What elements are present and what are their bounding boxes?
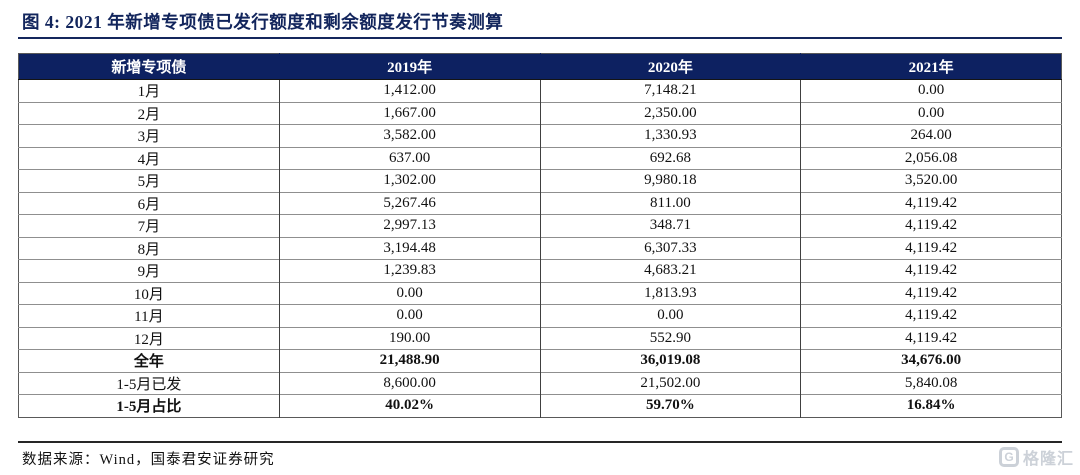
row-label: 10月 <box>18 281 280 305</box>
table-row: 1-5月已发 8,600.00 21,502.00 5,840.08 <box>18 371 1062 395</box>
table-cell: 7,148.21 <box>539 79 801 102</box>
column-header-category: 新增专项债 <box>18 53 280 80</box>
table-cell: 4,119.42 <box>800 326 1062 350</box>
row-label: 2月 <box>18 101 280 125</box>
footer-divider <box>18 441 1062 443</box>
table-cell: 3,520.00 <box>800 169 1062 192</box>
table-cell: 4,119.42 <box>800 304 1062 327</box>
table-cell: 40.02% <box>278 394 540 417</box>
table-cell: 34,676.00 <box>800 349 1062 372</box>
table-row: 全年 21,488.90 36,019.08 34,676.00 <box>18 349 1062 372</box>
table-cell: 21,502.00 <box>539 371 801 395</box>
table-cell: 1,330.93 <box>539 124 801 147</box>
table-cell: 1,239.83 <box>278 259 540 282</box>
title-divider <box>18 37 1062 39</box>
row-label: 9月 <box>18 259 280 282</box>
table-header: 新增专项债 2019年 2020年 2021年 <box>18 53 1062 80</box>
table-cell: 2,997.13 <box>278 214 540 237</box>
row-label: 8月 <box>18 236 280 260</box>
table-row: 5月 1,302.00 9,980.18 3,520.00 <box>18 169 1062 192</box>
table-row: 8月 3,194.48 6,307.33 4,119.42 <box>18 236 1062 260</box>
table-cell: 1,302.00 <box>278 169 540 192</box>
gelonghui-logo-icon: G <box>998 447 1019 467</box>
table-cell: 4,119.42 <box>800 214 1062 237</box>
table-cell: 0.00 <box>800 79 1062 102</box>
row-label: 全年 <box>18 349 280 372</box>
table-cell: 21,488.90 <box>278 349 540 372</box>
row-label: 12月 <box>18 326 280 350</box>
row-label: 1-5月占比 <box>18 394 280 417</box>
column-header-2019: 2019年 <box>278 53 540 80</box>
table-cell: 3,194.48 <box>278 236 540 260</box>
table-cell: 0.00 <box>539 304 801 327</box>
table-cell: 2,350.00 <box>539 101 801 125</box>
table-cell: 1,813.93 <box>539 281 801 305</box>
table-row: 1-5月占比 40.02% 59.70% 16.84% <box>18 394 1062 417</box>
table-cell: 0.00 <box>278 281 540 305</box>
table-row: 2月 1,667.00 2,350.00 0.00 <box>18 101 1062 125</box>
header-row: 新增专项债 2019年 2020年 2021年 <box>18 53 1062 80</box>
table-cell: 811.00 <box>539 191 801 215</box>
row-label: 5月 <box>18 169 280 192</box>
table-row: 3月 3,582.00 1,330.93 264.00 <box>18 124 1062 147</box>
table-cell: 4,119.42 <box>800 259 1062 282</box>
row-label: 6月 <box>18 191 280 215</box>
row-label: 7月 <box>18 214 280 237</box>
row-label: 4月 <box>18 146 280 170</box>
table-cell: 9,980.18 <box>539 169 801 192</box>
table-cell: 5,840.08 <box>800 371 1062 395</box>
table-cell: 4,119.42 <box>800 191 1062 215</box>
table-cell: 348.71 <box>539 214 801 237</box>
table-row: 1月 1,412.00 7,148.21 0.00 <box>18 79 1062 102</box>
table-cell: 692.68 <box>539 146 801 170</box>
table-body: 1月 1,412.00 7,148.21 0.00 2月 1,667.00 2,350.00… <box>18 79 1062 417</box>
table-cell: 5,267.46 <box>278 191 540 215</box>
table-cell: 4,683.21 <box>539 259 801 282</box>
row-label: 11月 <box>18 304 280 327</box>
table-cell: 2,056.08 <box>800 146 1062 170</box>
table-row: 6月 5,267.46 811.00 4,119.42 <box>18 191 1062 215</box>
table-cell: 8,600.00 <box>278 371 540 395</box>
column-header-2021: 2021年 <box>800 53 1062 80</box>
row-label: 1-5月已发 <box>18 371 280 395</box>
table-cell: 637.00 <box>278 146 540 170</box>
gelonghui-logo-text: 格隆汇 <box>1022 451 1074 468</box>
table-cell: 4,119.42 <box>800 281 1062 305</box>
table-cell: 59.70% <box>539 394 801 417</box>
table-cell: 190.00 <box>278 326 540 350</box>
table-cell: 6,307.33 <box>539 236 801 260</box>
gelonghui-watermark: G 格隆汇 <box>998 445 1074 469</box>
row-label: 3月 <box>18 124 280 147</box>
row-label: 1月 <box>18 79 280 102</box>
table-cell: 1,412.00 <box>278 79 540 102</box>
bond-table: 新增专项债 2019年 2020年 2021年 1月 1,412.00 7,148.… <box>18 53 1062 418</box>
table-cell: 36,019.08 <box>539 349 801 372</box>
table-row: 12月 190.00 552.90 4,119.42 <box>18 326 1062 350</box>
data-source-note: 数据来源：Wind，国泰君安证券研究 <box>22 452 275 468</box>
table-cell: 16.84% <box>800 394 1062 417</box>
table-cell: 1,667.00 <box>278 101 540 125</box>
table-cell: 552.90 <box>539 326 801 350</box>
table-cell: 0.00 <box>278 304 540 327</box>
table-cell: 3,582.00 <box>278 124 540 147</box>
table-row: 10月 0.00 1,813.93 4,119.42 <box>18 281 1062 305</box>
table-row: 4月 637.00 692.68 2,056.08 <box>18 146 1062 170</box>
table-row: 9月 1,239.83 4,683.21 4,119.42 <box>18 259 1062 282</box>
table-row: 11月 0.00 0.00 4,119.42 <box>18 304 1062 327</box>
column-header-2020: 2020年 <box>539 53 801 80</box>
table-cell: 0.00 <box>800 101 1062 125</box>
table-row: 7月 2,997.13 348.71 4,119.42 <box>18 214 1062 237</box>
table-cell: 264.00 <box>800 124 1062 147</box>
figure-title: 图 4: 2021 年新增专项债已发行额度和剩余额度发行节奏测算 <box>22 12 504 32</box>
table-cell: 4,119.42 <box>800 236 1062 260</box>
